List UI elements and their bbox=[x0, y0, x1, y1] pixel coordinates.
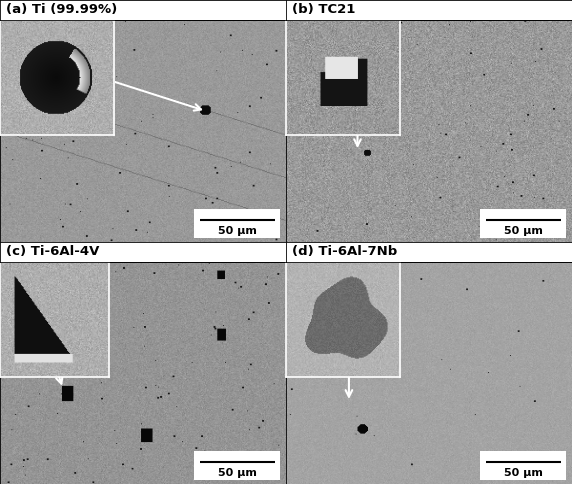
Text: (c) Ti-6Al-4V: (c) Ti-6Al-4V bbox=[6, 245, 99, 258]
Bar bbox=[480, 451, 566, 480]
Text: (b) TC21: (b) TC21 bbox=[292, 3, 355, 16]
Bar bbox=[194, 451, 280, 480]
Bar bbox=[480, 209, 566, 238]
Text: 50 μm: 50 μm bbox=[218, 227, 257, 237]
Text: (d) Ti-6Al-7Nb: (d) Ti-6Al-7Nb bbox=[292, 245, 397, 258]
Text: (a) Ti (99.99%): (a) Ti (99.99%) bbox=[6, 3, 117, 16]
Text: 50 μm: 50 μm bbox=[504, 469, 543, 479]
Text: 50 μm: 50 μm bbox=[218, 469, 257, 479]
Bar bbox=[194, 209, 280, 238]
Text: 50 μm: 50 μm bbox=[504, 227, 543, 237]
